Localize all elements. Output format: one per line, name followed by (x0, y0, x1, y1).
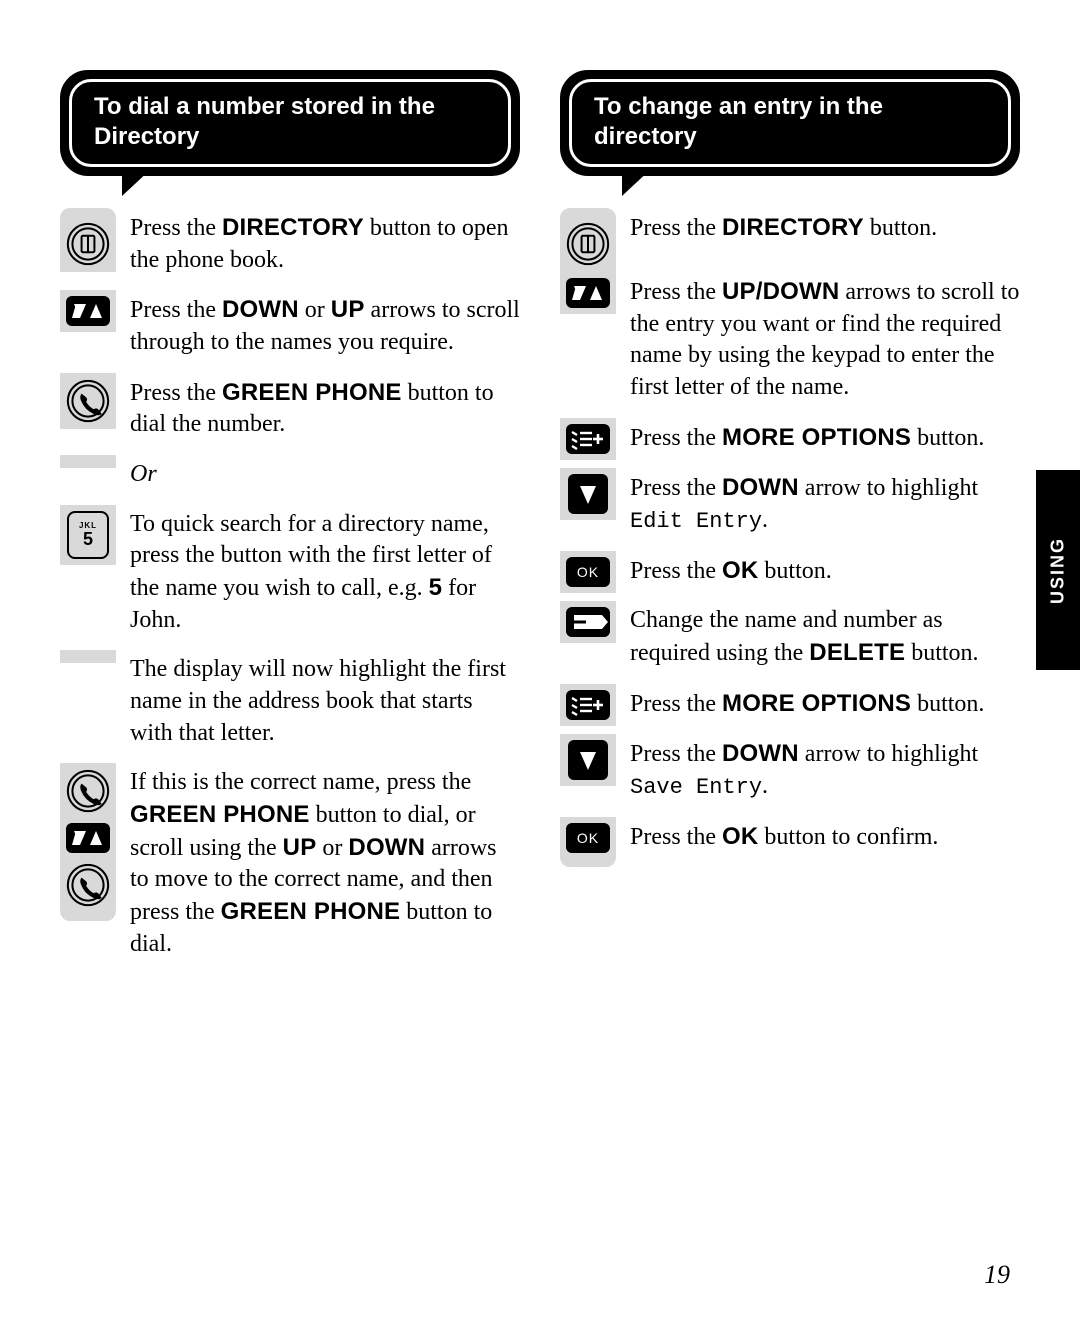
step-text: Press the UP/DOWN arrows to scroll to th… (616, 272, 1020, 418)
step-icon-strip (560, 208, 616, 272)
instruction-step: Press the GREEN PHONE button to dial the… (60, 373, 520, 455)
instruction-step: JKL5To quick search for a directory name… (60, 505, 520, 651)
phone-handset-icon (66, 379, 110, 423)
step-icon-strip: OK (560, 817, 616, 867)
ok-button-icon: OK (566, 823, 610, 853)
step-text: Change the name and number as required u… (616, 601, 1020, 683)
step-icon-strip (560, 418, 616, 460)
step-text: If this is the correct name, press the G… (116, 763, 520, 974)
instruction-step: Press the DOWN arrow to highlight Edit E… (560, 468, 1020, 550)
instruction-step: Press the DIRECTORY button. (560, 208, 1020, 272)
instruction-step: The display will now highlight the first… (60, 650, 520, 763)
step-text: Press the DIRECTORY button to open the p… (116, 208, 520, 290)
step-text: Press the GREEN PHONE button to dial the… (116, 373, 520, 455)
step-icon-strip (60, 455, 116, 468)
step-icon-strip (560, 601, 616, 643)
step-icon-strip (60, 763, 116, 921)
step-icon-strip (560, 734, 616, 786)
left-column: To dial a number stored in the Directory… (60, 70, 520, 974)
step-text: Or (116, 455, 520, 505)
side-tab-using: USING (1036, 470, 1080, 670)
step-icon-strip: OK (560, 551, 616, 593)
ok-button-icon: OK (566, 557, 610, 587)
instruction-step: Press the MORE OPTIONS button. (560, 418, 1020, 469)
step-icon-strip (560, 684, 616, 726)
directory-icon (566, 222, 610, 266)
manual-page: To dial a number stored in the Directory… (60, 70, 1020, 974)
instruction-step: OKPress the OK button. (560, 551, 1020, 602)
step-icon-strip (60, 208, 116, 272)
step-text: Press the DOWN arrow to highlight Edit E… (616, 468, 1020, 550)
delete-icon (566, 607, 610, 637)
more-options-icon (566, 424, 610, 454)
step-text: To quick search for a directory name, pr… (116, 505, 520, 651)
step-text: The display will now highlight the first… (116, 650, 520, 763)
instruction-step: Change the name and number as required u… (560, 601, 1020, 683)
keypad-5-icon: JKL5 (67, 511, 109, 559)
more-options-icon (566, 690, 610, 720)
right-steps: Press the DIRECTORY button. Press the UP/… (560, 208, 1020, 867)
left-steps: Press the DIRECTORY button to open the p… (60, 208, 520, 974)
step-icon-strip: JKL5 (60, 505, 116, 565)
down-arrow-icon (568, 740, 608, 780)
page-number: 19 (984, 1260, 1010, 1290)
down-arrow-icon (568, 474, 608, 514)
step-text: Press the DOWN arrow to highlight Save E… (616, 734, 1020, 816)
instruction-step: If this is the correct name, press the G… (60, 763, 520, 974)
step-text: Press the DOWN or UP arrows to scroll th… (116, 290, 520, 372)
phone-handset-icon (66, 769, 110, 813)
instruction-step: Press the MORE OPTIONS button. (560, 684, 1020, 735)
instruction-step: Press the DOWN arrow to highlight Save E… (560, 734, 1020, 816)
step-icon-strip (560, 272, 616, 314)
step-text: Press the DIRECTORY button. (616, 208, 1020, 259)
instruction-step: Press the DIRECTORY button to open the p… (60, 208, 520, 290)
step-text: Press the OK button to confirm. (616, 817, 1020, 868)
step-icon-strip (60, 650, 116, 663)
step-icon-strip (60, 290, 116, 332)
step-text: Press the OK button. (616, 551, 1020, 602)
left-callout: To dial a number stored in the Directory (60, 70, 520, 176)
phone-handset-icon (66, 863, 110, 907)
right-callout: To change an entry in the directory (560, 70, 1020, 176)
directory-icon (66, 222, 110, 266)
step-text: Press the MORE OPTIONS button. (616, 684, 1020, 735)
step-icon-strip (560, 468, 616, 520)
up-down-arrows-icon (66, 823, 110, 853)
step-text: Press the MORE OPTIONS button. (616, 418, 1020, 469)
up-down-arrows-icon (66, 296, 110, 326)
instruction-step: Press the DOWN or UP arrows to scroll th… (60, 290, 520, 372)
instruction-step: Press the UP/DOWN arrows to scroll to th… (560, 272, 1020, 418)
instruction-step: Or (60, 455, 520, 505)
right-column: To change an entry in the directory Pres… (560, 70, 1020, 974)
instruction-step: OKPress the OK button to confirm. (560, 817, 1020, 868)
step-icon-strip (60, 373, 116, 429)
up-down-arrows-icon (566, 278, 610, 308)
